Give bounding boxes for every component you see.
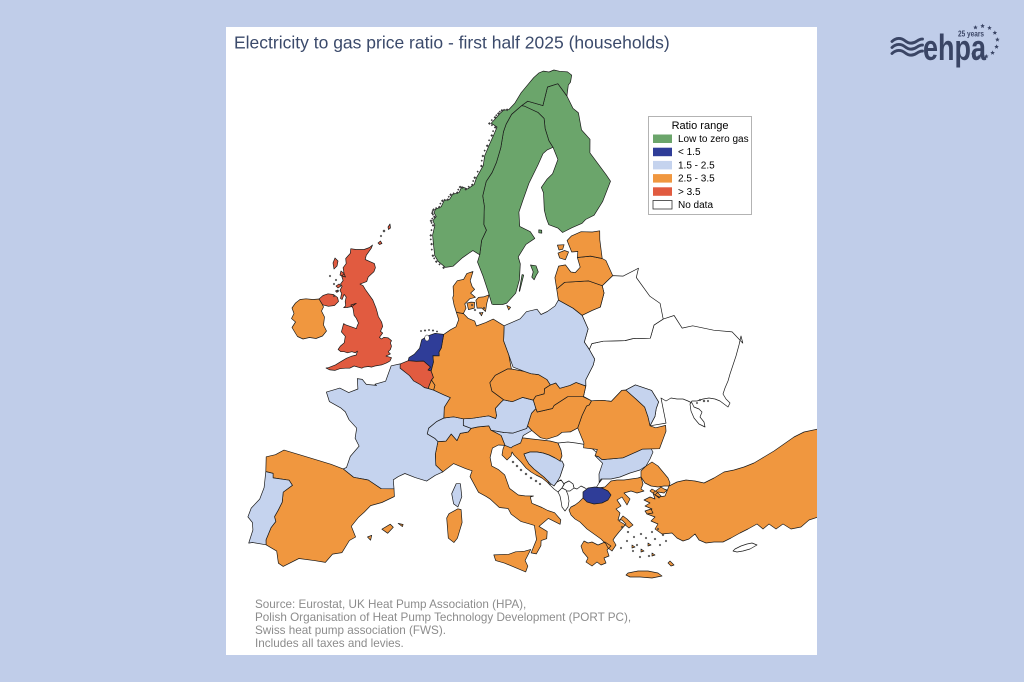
- svg-text:ehpa: ehpa: [923, 27, 987, 68]
- svg-text:25 years: 25 years: [958, 30, 984, 39]
- svg-text:Includes all taxes and levies.: Includes all taxes and levies.: [255, 637, 404, 650]
- svg-text:Electricity to gas price ratio: Electricity to gas price ratio - first h…: [234, 33, 670, 53]
- svg-text:Swiss heat pump association (F: Swiss heat pump association (FWS).: [255, 624, 446, 637]
- svg-text:Low to zero gas: Low to zero gas: [678, 134, 749, 145]
- svg-text:No data: No data: [678, 200, 713, 211]
- svg-text:2.5 - 3.5: 2.5 - 3.5: [678, 174, 715, 185]
- svg-text:Polish Organisation of Heat Pu: Polish Organisation of Heat Pump Technol…: [255, 611, 631, 624]
- svg-text:> 3.5: > 3.5: [678, 187, 701, 198]
- svg-text:1.5 - 2.5: 1.5 - 2.5: [678, 160, 715, 171]
- svg-text:< 1.5: < 1.5: [678, 147, 701, 158]
- svg-text:Source: Eurostat, UK Heat Pump: Source: Eurostat, UK Heat Pump Associati…: [255, 598, 526, 611]
- svg-text:Ratio range: Ratio range: [672, 120, 729, 132]
